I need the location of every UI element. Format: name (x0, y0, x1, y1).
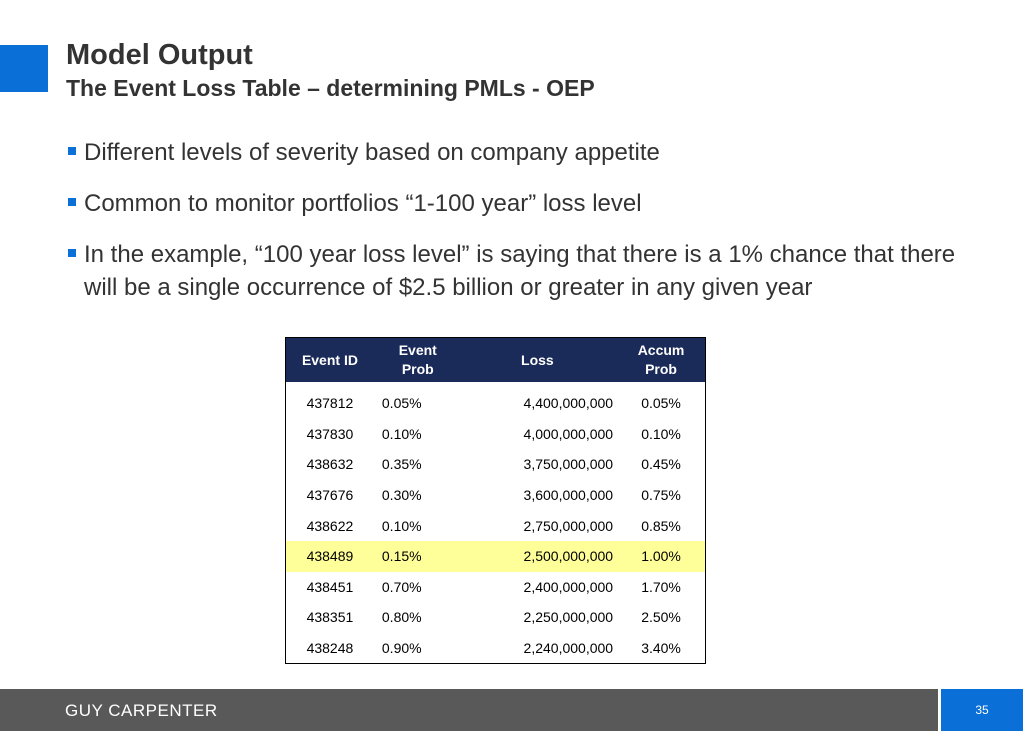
cell-event-prob: 0.10% (381, 517, 422, 534)
header-accum-prob: Accum Prob (617, 337, 706, 382)
cell-loss: 4,400,000,000 (523, 395, 614, 412)
cell-event-prob: 0.10% (381, 425, 422, 442)
slide-title: Model Output (66, 39, 253, 71)
slide-subtitle: The Event Loss Table – determining PMLs … (66, 75, 595, 101)
header-loss: Loss (457, 337, 618, 382)
cell-event-id: 438451 (306, 578, 354, 595)
cell-event-prob: 0.05% (381, 395, 422, 412)
cell-accum-prob: 1.00% (617, 540, 706, 572)
bullet-text: Different levels of severity based on co… (84, 139, 660, 166)
accent-square (0, 45, 48, 92)
cell-event-prob: 0.30% (381, 487, 422, 504)
cell-accum-prob: 3.40% (641, 640, 681, 657)
table-row: 437812 0.05% 4,400,000,000 0.05% (286, 382, 706, 419)
cell-event-id: 437830 (306, 425, 354, 442)
table-row: 437676 0.30% 3,600,000,000 0.75% (286, 480, 706, 511)
cell-event-id: 438248 (306, 640, 354, 657)
table-row: 438451 0.70% 2,400,000,000 1.70% (286, 572, 706, 603)
cell-accum-prob: 2.50% (641, 609, 681, 626)
cell-event-id: 438622 (306, 517, 354, 534)
cell-event-id: 437676 (306, 487, 354, 504)
cell-event-id: 438351 (306, 609, 354, 626)
table-row-highlighted: 438489 0.15% 2,500,000,000 1.00% (285, 540, 706, 572)
header-event-prob: Event Prob (373, 337, 458, 382)
square-bullet-icon (68, 249, 76, 257)
footer-brand-logo: GUY CARPENTER (65, 701, 218, 720)
bullet-item: Different levels of severity based on co… (66, 136, 966, 169)
cell-event-prob: 0.35% (381, 456, 422, 473)
bullet-item: In the example, “100 year loss level” is… (66, 238, 966, 304)
cell-loss: 3,750,000,000 (523, 456, 614, 473)
square-bullet-icon (68, 147, 76, 155)
cell-event-prob: 0.80% (381, 609, 422, 626)
page-number: 35 (975, 703, 989, 717)
table-row: 438248 0.90% 2,240,000,000 3.40% (286, 633, 706, 664)
cell-loss: 2,750,000,000 (523, 517, 614, 534)
page-number-box: 35 (941, 689, 1023, 731)
cell-accum-prob: 0.75% (641, 487, 681, 504)
cell-accum-prob: 0.10% (641, 425, 681, 442)
cell-loss: 2,240,000,000 (523, 640, 614, 657)
footer-bar: GUY CARPENTER (0, 689, 938, 731)
event-loss-table: Event ID Event Prob Loss Accum Prob 4378… (285, 337, 706, 665)
cell-accum-prob: 1.70% (641, 578, 681, 595)
cell-event-id: 438489 (285, 540, 374, 572)
table-row: 438622 0.10% 2,750,000,000 0.85% (286, 510, 706, 541)
bullet-item: Common to monitor portfolios “1-100 year… (66, 187, 966, 220)
table-row: 438632 0.35% 3,750,000,000 0.45% (286, 449, 706, 480)
square-bullet-icon (68, 198, 76, 206)
bullet-text: In the example, “100 year loss level” is… (84, 241, 956, 301)
cell-loss: 4,000,000,000 (523, 425, 614, 442)
cell-loss: 2,500,000,000 (457, 540, 618, 572)
cell-event-prob: 0.70% (381, 578, 422, 595)
cell-event-prob: 0.15% (373, 540, 458, 572)
cell-event-prob: 0.90% (381, 640, 422, 657)
bullet-list: Different levels of severity based on co… (66, 136, 966, 322)
cell-loss: 2,400,000,000 (523, 578, 614, 595)
bullet-text: Common to monitor portfolios “1-100 year… (84, 190, 642, 217)
cell-event-id: 437812 (306, 395, 354, 412)
cell-accum-prob: 0.45% (641, 456, 681, 473)
table-row: 437830 0.10% 4,000,000,000 0.10% (286, 419, 706, 450)
cell-loss: 2,250,000,000 (523, 609, 614, 626)
table-header-row: Event ID Event Prob Loss Accum Prob (285, 337, 706, 382)
header-event-id: Event ID (285, 337, 374, 382)
cell-accum-prob: 0.05% (641, 395, 681, 412)
cell-event-id: 438632 (306, 456, 354, 473)
cell-loss: 3,600,000,000 (523, 487, 614, 504)
table-row: 438351 0.80% 2,250,000,000 2.50% (286, 602, 706, 633)
cell-accum-prob: 0.85% (641, 517, 681, 534)
